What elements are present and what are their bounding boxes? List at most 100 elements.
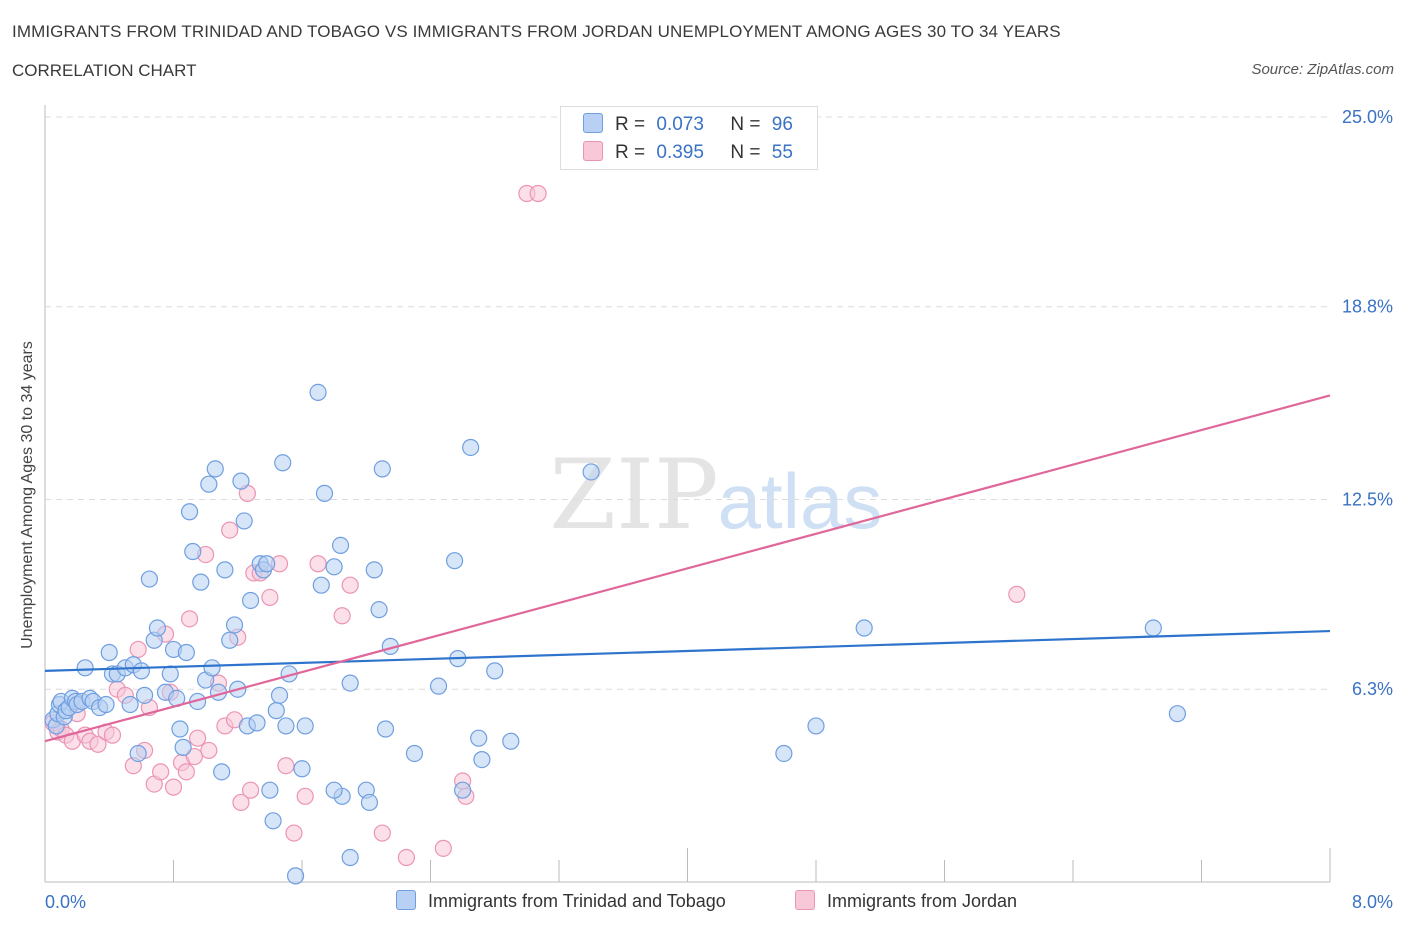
bottom-legend-jordan: Immigrants from Jordan [795,890,1017,912]
jordan-point [1008,585,1026,603]
legend-r-value-1: 0.073 [656,114,704,135]
trinidad-point [235,512,253,530]
jordan-point [232,793,250,812]
chart-subtitle: CORRELATION CHART [12,61,197,80]
trinidad-point [1168,705,1187,723]
trinidad-point [132,662,150,680]
jordan-point [164,778,183,796]
jordan-point [373,824,391,842]
trinidad-point [248,714,266,732]
trinidad-point [140,570,159,588]
correlation-legend: R = 0.073 N = 96 R = 0.395 N = 55 [560,106,818,170]
source-credit: Source: ZipAtlas.com [1251,61,1394,78]
trinidad-point [462,438,480,457]
jordan-point [180,610,199,628]
trinidad-point [325,781,343,799]
legend-r-value-2: 0.395 [656,142,704,163]
x-tick-label-max: 8.0% [1352,892,1393,912]
jordan-point [397,848,416,867]
jordan-point [221,521,239,539]
trinidad-point [174,738,192,756]
y-tick-label: 25.0% [1342,107,1393,127]
trinidad-point [473,750,491,769]
jordan-point [261,588,279,607]
trinidad-point [97,695,115,714]
jordan-point [341,576,359,594]
trinidad-point [213,763,231,781]
trinidad-point [486,662,504,680]
jordan-swatch [583,141,603,161]
jordan-point [152,763,170,781]
trinidad-point [270,686,289,704]
bottom-jordan-label: Immigrants from Jordan [827,891,1018,911]
trinidad-point [331,536,350,555]
x-tick-label-min: 0.0% [45,892,86,912]
jordan-point [296,787,314,805]
jordan-trend-line [44,394,1331,743]
trinidad-point [177,643,195,662]
jordan-point [188,729,207,747]
legend-n-value-1: 96 [771,114,793,135]
trinidad-point [148,619,167,637]
trinidad-point [221,631,239,649]
chart-title: IMMIGRANTS FROM TRINIDAD AND TOBAGO VS I… [12,22,1061,41]
trinidad-point [360,793,379,812]
trinidad-point [775,744,793,763]
trinidad-point [405,744,424,763]
trinidad-point [232,472,250,490]
y-tick-label: 18.8% [1342,297,1393,317]
y-tick-label: 12.5% [1342,490,1393,510]
trinidad-point [258,555,276,573]
trinidad-point [161,665,179,683]
jordan-point [309,555,327,573]
jordan-point [333,607,351,625]
y-tick-label: 6.3% [1352,679,1393,699]
legend-r-label-2: R = [615,142,646,163]
legend-n-label-1: N = [730,114,761,135]
trinidad-point [445,552,464,570]
trinidad-point [1144,619,1162,637]
jordan-point [277,757,295,775]
jordan-point [89,735,107,753]
trinidad-point [365,561,383,579]
jordan-point [200,741,218,760]
trinidad-point [180,503,199,521]
trinidad-point [225,616,244,634]
trinidad-point [470,729,488,747]
jordan-point [242,781,260,799]
trinidad-point [582,463,600,481]
trinidad-point [370,601,388,619]
trinidad-point [373,460,391,478]
trinidad-point [286,867,305,885]
trinidad-point [277,717,295,735]
trinidad-point [135,686,154,704]
bottom-legend-trinidad: Immigrants from Trinidad and Tobago [396,890,726,912]
trinidad-point [454,781,472,799]
watermark-zip: ZIP [549,439,718,551]
trinidad-point [267,702,285,720]
jordan-point [129,640,147,659]
trinidad-point [325,558,343,576]
trinidad-point [309,383,327,401]
bottom-trinidad-label: Immigrants from Trinidad and Tobago [428,891,726,911]
legend-n-label-2: N = [730,142,761,163]
trinidad-point [200,475,218,493]
trinidad-point [296,717,314,735]
trinidad-point [171,720,189,738]
trinidad-swatch [583,113,603,133]
trinidad-point [206,460,224,478]
bottom-jordan-swatch [795,890,815,910]
trinidad-point [129,744,147,763]
jordan-point [185,747,203,766]
trinidad-trend-line [44,629,1331,672]
trinidad-point [76,659,94,677]
y-axis-label: Unemployment Among Ages 30 to 34 years [19,341,36,649]
legend-r-label-1: R = [615,114,646,135]
trinidad-point [312,576,330,594]
watermark-atlas: atlas [718,457,883,545]
trinidad-point [376,720,395,738]
trinidad-point [341,674,359,692]
jordan-point [285,824,303,842]
trinidad-point [293,760,311,778]
